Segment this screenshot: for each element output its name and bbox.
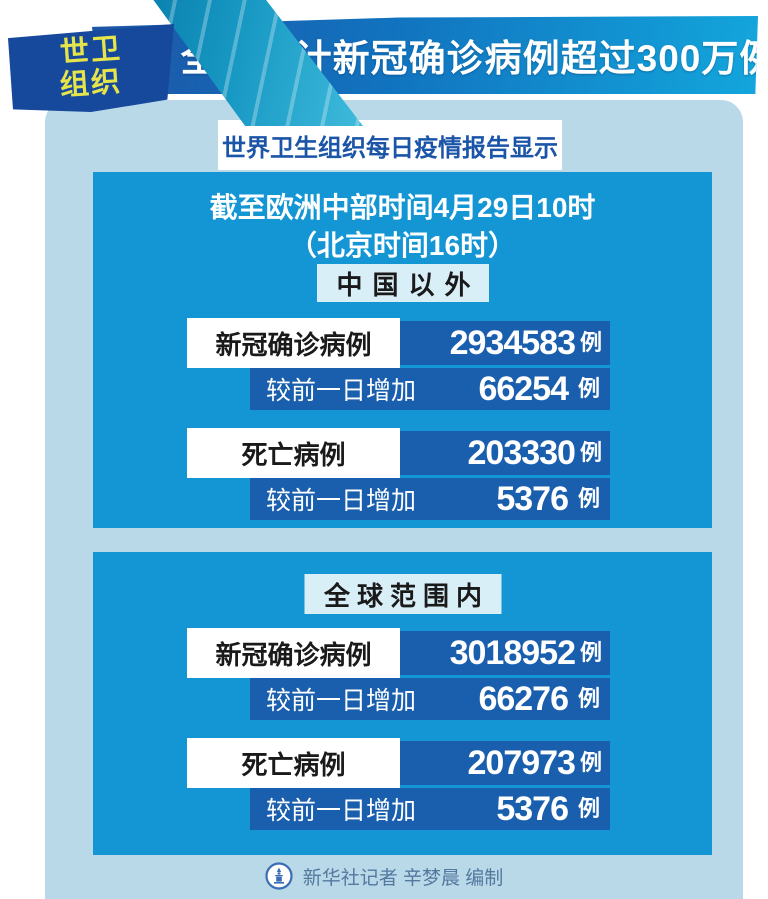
panel-outside-china: 截至欧洲中部时间4月29日10时 （北京时间16时） 中国以外 新冠确诊病例 2… (93, 172, 712, 528)
stat-delta-row: 较前一日增加 66276 例 (250, 678, 610, 720)
delta-value: 66276 (478, 680, 569, 718)
stat-unit: 例 (579, 439, 602, 465)
stat-delta-row: 较前一日增加 66254 例 (250, 368, 610, 410)
delta-label: 较前一日增加 (266, 377, 417, 405)
delta-label: 较前一日增加 (266, 797, 417, 825)
delta-value: 5376 (496, 790, 569, 828)
delta-value-group: 66276 例 (478, 682, 600, 716)
stat-value: 3018952 (449, 634, 576, 672)
report-source-box: 世界卫生组织每日疫情报告显示 (218, 120, 562, 170)
stat-value-bar: 203330 例 (400, 431, 610, 475)
timestamp-line1: 截至欧洲中部时间4月29日10时 (209, 192, 596, 223)
stat-value-bar: 207973 例 (400, 741, 610, 785)
scope-label-outside-china: 中国以外 (316, 264, 489, 302)
stat-unit: 例 (579, 749, 602, 775)
stat-label: 新冠确诊病例 (215, 329, 372, 360)
delta-unit: 例 (577, 795, 600, 821)
stat-label-box: 死亡病例 (187, 428, 400, 478)
delta-unit: 例 (577, 685, 600, 711)
stat-label-box: 新冠确诊病例 (187, 318, 400, 368)
stat-label-box: 死亡病例 (187, 738, 400, 788)
who-badge-line1: 世卫 (58, 32, 124, 70)
delta-unit: 例 (577, 485, 600, 511)
footer: 新华社记者 辛梦晨 编制 (0, 862, 768, 890)
who-badge: 世卫 组织 (8, 24, 174, 112)
timestamp-line2: （北京时间16时） (288, 230, 517, 261)
footer-credit: 新华社记者 辛梦晨 编制 (302, 867, 504, 889)
stat-value-bar: 2934583 例 (400, 321, 610, 365)
stat-unit: 例 (579, 329, 602, 355)
stat-label: 死亡病例 (241, 749, 346, 780)
delta-label: 较前一日增加 (266, 687, 417, 715)
delta-unit: 例 (577, 375, 600, 401)
stat-row-confirmed: 新冠确诊病例 2934583 例 (187, 318, 610, 368)
stat-value: 2934583 (449, 324, 576, 362)
scope-label-worldwide: 全球范围内 (303, 574, 502, 614)
delta-value-group: 66254 例 (478, 372, 600, 406)
delta-value-group: 5376 例 (496, 792, 600, 826)
xinhua-logo-icon (265, 862, 293, 890)
stat-row-deaths: 死亡病例 207973 例 (187, 738, 610, 788)
delta-value-group: 5376 例 (496, 482, 600, 516)
stat-value: 207973 (467, 744, 576, 782)
stat-row-deaths: 死亡病例 203330 例 (187, 428, 610, 478)
stat-delta-row: 较前一日增加 5376 例 (250, 478, 610, 520)
stat-value-bar: 3018952 例 (400, 631, 610, 675)
stat-row-confirmed: 新冠确诊病例 3018952 例 (187, 628, 610, 678)
who-badge-line2: 组织 (58, 65, 124, 103)
stat-delta-row: 较前一日增加 5376 例 (250, 788, 610, 830)
report-source-text: 世界卫生组织每日疫情报告显示 (222, 134, 558, 162)
delta-label: 较前一日增加 (266, 487, 417, 515)
stat-value: 203330 (467, 434, 576, 472)
stat-unit: 例 (579, 639, 602, 665)
stat-label: 新冠确诊病例 (215, 639, 372, 670)
delta-value: 5376 (496, 480, 569, 518)
stat-label: 死亡病例 (241, 439, 346, 470)
delta-value: 66254 (478, 370, 569, 408)
stat-label-box: 新冠确诊病例 (187, 628, 400, 678)
panel-worldwide: 全球范围内 新冠确诊病例 3018952 例 较前一日增加 66276 例 死亡… (93, 552, 712, 855)
